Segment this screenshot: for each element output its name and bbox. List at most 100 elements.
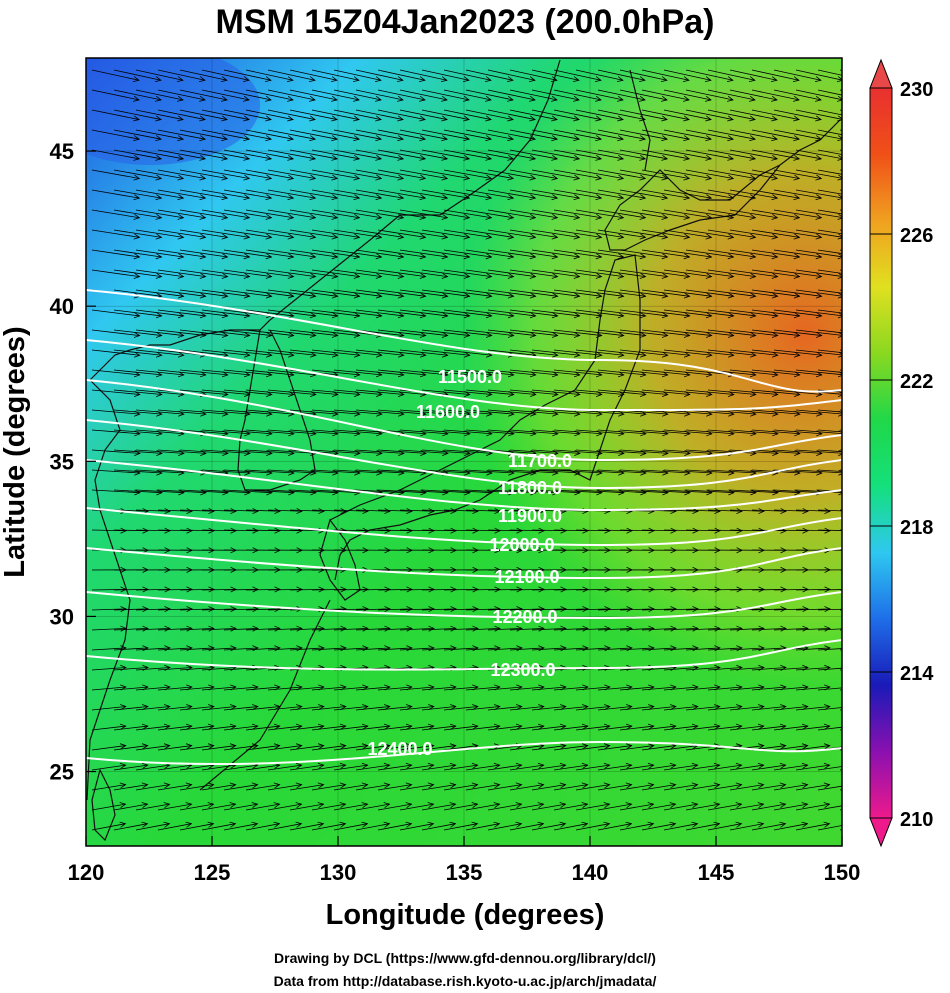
wind-arrowhead — [353, 351, 361, 358]
wind-arrow — [487, 745, 522, 751]
wind-arrow — [773, 229, 822, 238]
wind-arrowhead — [727, 253, 735, 260]
wind-arrow — [421, 588, 457, 591]
wind-arrow — [575, 608, 610, 611]
wind-arrowhead — [185, 743, 193, 750]
wind-arrow — [487, 686, 522, 691]
wind-arrowhead — [758, 586, 765, 593]
wind-arrowhead — [208, 704, 215, 711]
wind-arrowhead — [133, 154, 141, 161]
wind-arrowhead — [661, 115, 668, 122]
wind-arrowhead — [617, 272, 625, 279]
wind-arrow — [773, 269, 822, 278]
x-tick-label: 135 — [446, 860, 483, 885]
wind-arrowhead — [859, 116, 865, 121]
wind-arrow — [663, 608, 698, 611]
wind-arrow — [377, 529, 413, 532]
wind-arrow — [223, 269, 272, 278]
wind-arrow — [223, 529, 259, 532]
wind-arrow — [465, 149, 514, 160]
wind-arrowhead — [133, 213, 141, 220]
wind-arrow — [399, 349, 448, 356]
wind-arrow — [179, 509, 214, 512]
wind-arrow — [377, 269, 426, 278]
wind-arrow — [201, 647, 236, 651]
wind-arrow — [509, 449, 558, 454]
wind-arrow — [509, 349, 558, 356]
wind-arrow — [553, 249, 602, 258]
wind-arrow — [795, 686, 830, 691]
wind-arrow — [179, 69, 227, 81]
wind-arrow — [333, 209, 382, 219]
wind-arrow — [135, 745, 170, 751]
wind-arrowhead — [243, 292, 251, 299]
wind-arrowhead — [792, 76, 800, 83]
y-tick-label: 30 — [50, 604, 74, 629]
wind-arrow — [795, 109, 842, 120]
wind-arrowhead — [648, 704, 655, 711]
wind-arrowhead — [406, 586, 413, 593]
wind-arrow — [619, 229, 668, 238]
wind-arrow — [399, 149, 448, 160]
wind-arrow — [179, 229, 228, 238]
wind-arrowhead — [749, 233, 757, 240]
wind-arrow — [641, 289, 690, 297]
wind-arrowhead — [186, 508, 193, 515]
wind-arrowhead — [581, 723, 589, 730]
wind-arrow — [795, 647, 830, 651]
wind-arrow — [201, 69, 249, 81]
wind-arrowhead — [441, 213, 449, 220]
wind-arrow — [377, 309, 426, 317]
wind-arrowhead — [538, 704, 545, 711]
wind-arrowhead — [823, 762, 831, 769]
wind-arrowhead — [154, 76, 162, 83]
wind-arrow — [641, 647, 676, 651]
wind-arrowhead — [860, 431, 866, 436]
wind-arrowhead — [692, 704, 699, 711]
wind-arrow — [157, 725, 192, 731]
wind-arrow — [751, 249, 800, 258]
wind-arrowhead — [286, 76, 294, 83]
wind-arrow — [179, 803, 214, 811]
wind-arrow — [751, 149, 800, 160]
wind-arrowhead — [243, 154, 251, 161]
wind-arrow — [399, 588, 435, 591]
wind-arrowhead — [252, 645, 259, 652]
wind-arrowhead — [133, 115, 140, 122]
wind-arrowhead — [120, 527, 127, 534]
wind-arrowhead — [846, 704, 852, 709]
wind-arrowhead — [318, 625, 325, 632]
wind-arrowhead — [713, 802, 721, 808]
wind-arrow — [113, 745, 148, 751]
wind-arrowhead — [749, 351, 757, 358]
wind-arrow — [443, 69, 491, 81]
wind-arrowhead — [604, 586, 611, 593]
wind-arrowhead — [793, 312, 801, 319]
wind-arrow — [509, 89, 558, 101]
wind-arrow — [685, 149, 734, 160]
wind-arrow — [839, 529, 842, 531]
wind-arrow — [377, 823, 412, 831]
wind-arrowhead — [670, 704, 677, 711]
wind-arrow — [377, 764, 412, 771]
wind-arrow — [377, 686, 412, 691]
wind-arrow — [751, 667, 786, 671]
wind-arrow — [641, 109, 690, 120]
wind-arrow — [663, 389, 712, 395]
wind-arrowhead — [551, 174, 559, 181]
wind-arrowhead — [463, 312, 471, 319]
wind-arrow — [443, 764, 478, 771]
wind-arrowhead — [419, 233, 427, 240]
wind-arrowhead — [463, 332, 471, 338]
wind-arrowhead — [538, 586, 545, 593]
wind-arrowhead — [441, 194, 449, 201]
wind-arrowhead — [419, 154, 427, 161]
wind-arrowhead — [427, 782, 435, 789]
wind-arrowhead — [582, 704, 589, 711]
wind-arrowhead — [771, 115, 778, 122]
wind-arrowhead — [339, 743, 347, 750]
wind-arrow — [267, 823, 302, 831]
wind-arrowhead — [802, 625, 809, 632]
wind-arrowhead — [339, 821, 347, 828]
wind-arrowhead — [647, 723, 655, 730]
